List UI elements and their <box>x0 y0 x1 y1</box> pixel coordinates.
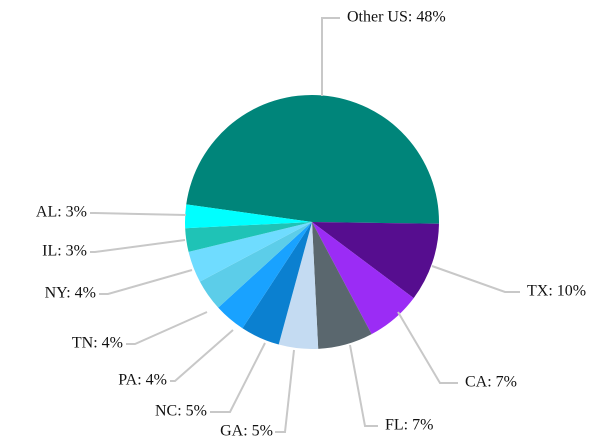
slice-label: Other US: 48% <box>347 9 446 26</box>
pie-slice <box>218 222 312 329</box>
slice-label: CA: 7% <box>465 374 517 391</box>
pie-slice <box>186 95 439 224</box>
pie-slice <box>242 222 312 345</box>
leader-line <box>349 344 378 427</box>
leader-line <box>397 311 458 384</box>
leader-line <box>210 342 266 413</box>
slice-label: PA: 4% <box>118 372 167 389</box>
leader-line <box>431 265 520 293</box>
pie-slice <box>312 222 439 299</box>
pie-slice <box>185 204 312 229</box>
leader-line <box>90 239 186 253</box>
slice-label: FL: 7% <box>385 417 433 434</box>
leader-line <box>90 212 187 216</box>
leader-line <box>275 349 295 433</box>
leader-line <box>170 329 234 382</box>
slice-label: TN: 4% <box>72 335 123 352</box>
leader-line <box>321 17 340 96</box>
slice-label: IL: 3% <box>42 243 87 260</box>
slice-label: AL: 3% <box>36 204 87 221</box>
slice-label: NY: 4% <box>45 285 96 302</box>
slice-label: NC: 5% <box>155 403 207 420</box>
pie-slice <box>278 222 319 349</box>
pie-slice <box>199 222 312 308</box>
pie-slice <box>312 222 414 335</box>
leader-line <box>126 311 208 345</box>
slice-label: GA: 5% <box>220 423 273 440</box>
pie-slice <box>188 222 312 282</box>
leader-line <box>99 269 193 295</box>
slice-label: TX: 10% <box>527 283 586 300</box>
pie-slice <box>185 222 312 252</box>
pie-slice <box>312 222 372 349</box>
